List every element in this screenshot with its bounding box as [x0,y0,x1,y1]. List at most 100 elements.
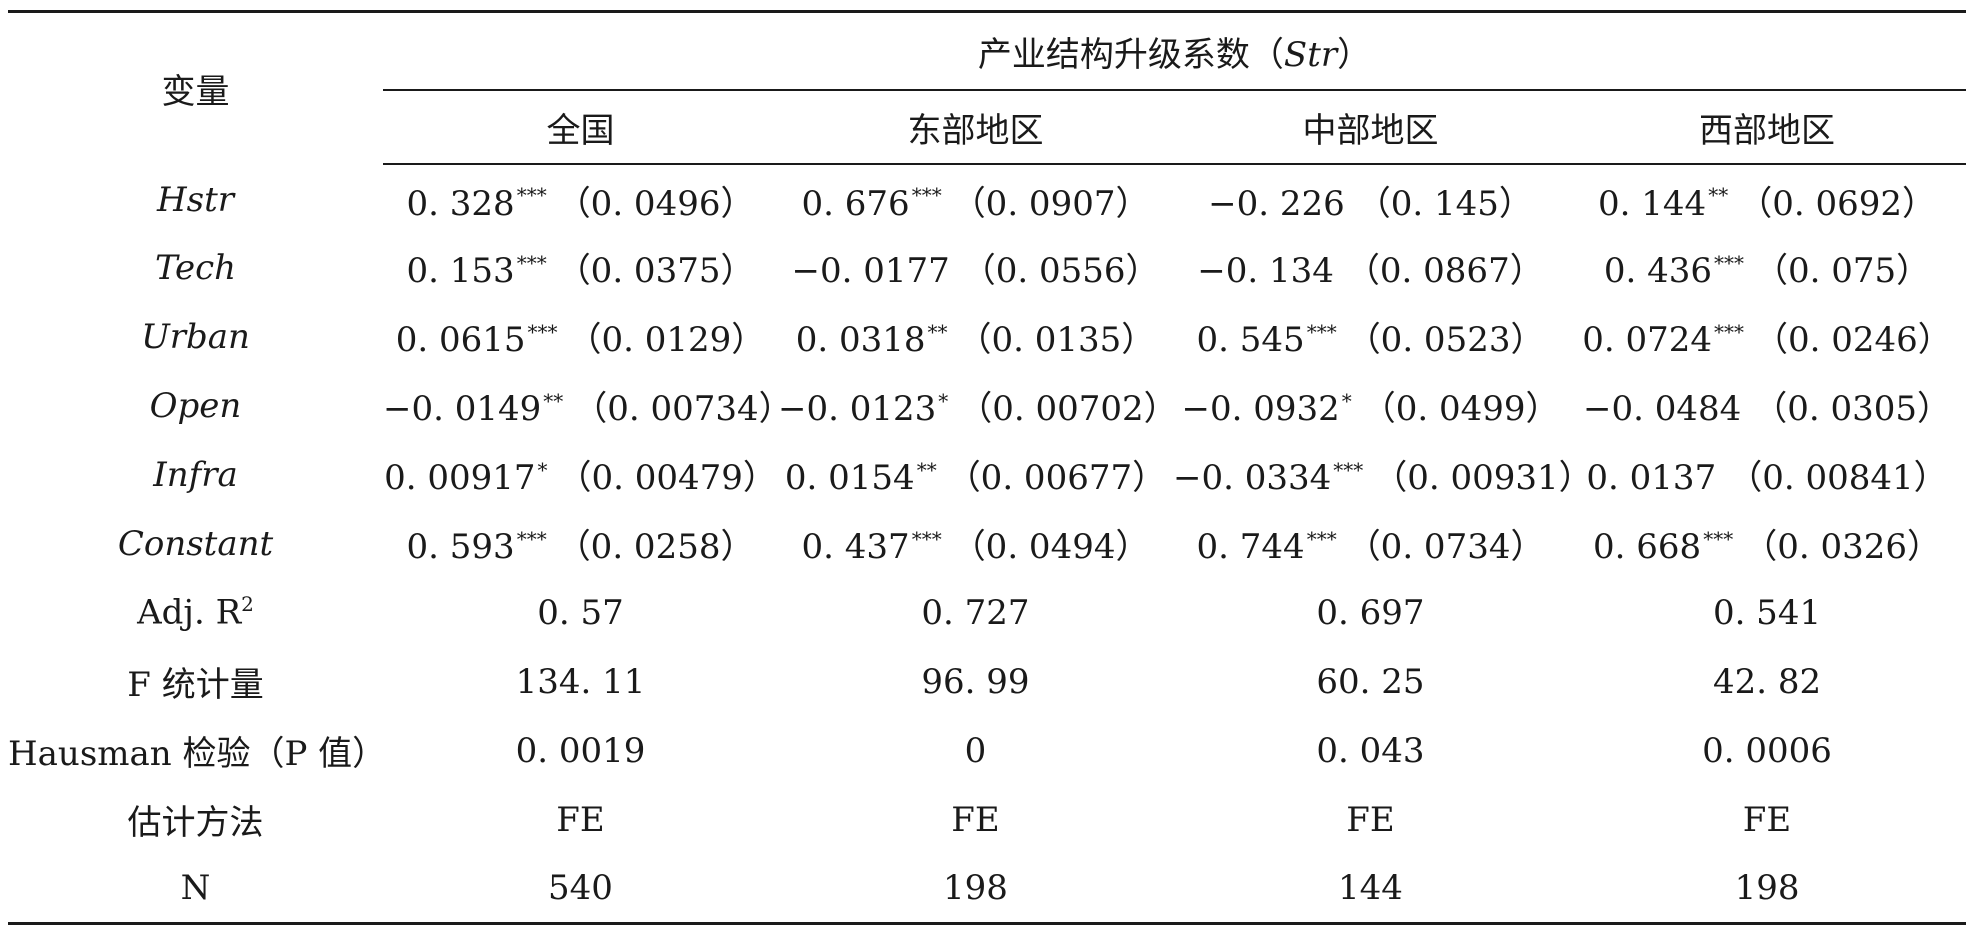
significance-stars: * [1341,388,1352,413]
table-cell: 0 [964,730,987,771]
table-cell: 0. 153 *** （0. 0375） [383,233,778,302]
coef-value: 0. 00917 [384,458,536,498]
standard-error: （0. 0129） [567,320,766,360]
table-cell: −0. 226 （0. 145） [1173,164,1568,233]
standard-error: （0. 0258） [556,527,755,567]
coef-value: 0. 436 [1603,251,1713,291]
standard-error: （0. 0375） [556,251,755,291]
table-cell: 42. 82 [1712,661,1822,702]
table-cell: 144 [1173,854,1568,925]
significance-stars: *** [1306,319,1337,344]
coef-value: 0. 0724 [1582,320,1713,360]
coef-value: 0. 144 [1598,183,1707,224]
table-cell: 0. 668 *** （0. 0326） [1568,509,1966,578]
column-header-national: 全国 [383,89,778,165]
table-row: Hstr 0. 328 *** （0. 0496） 0. 676 *** （0. 090… [8,164,1966,233]
coef-value: 0. 437 [801,527,910,567]
standard-error: （0. 00841） [1728,458,1948,498]
regression-table: 变量 产业结构升级系数（Str） 全国 东部地区 中部地区 西部地区 Hstr … [8,10,1967,925]
standard-error: （0. 0135） [957,320,1156,360]
table-cell: −0. 134 （0. 0867） [1173,233,1568,302]
coef-value: −0. 0177 [791,251,950,291]
coef-value: −0. 0149 [383,389,542,429]
significance-stars: *** [516,250,547,275]
standard-error: （0. 0907） [951,183,1150,224]
table-cell: 198 [778,854,1173,925]
stats-row-n: N 540 198 144 198 [8,854,1967,925]
stats-row-method: 估计方法 FE FE FE FE [8,785,1966,854]
table-row: Tech 0. 153 *** （0. 0375） −0. 0177 （0. 0556… [8,233,1966,302]
coef-value: −0. 0484 [1582,389,1742,429]
standard-error: （0. 0246） [1754,320,1952,360]
stats-row-f-stat: F 统计量 134. 11 96. 99 60. 25 42. 82 [8,647,1966,716]
coef-value: −0. 0334 [1173,458,1332,498]
table-cell: 0. 541 [1712,592,1822,633]
group-header-suffix: ） [1337,34,1372,75]
table-cell: FE [1346,799,1395,840]
significance-stars: *** [1333,457,1364,482]
coef-value: −0. 226 [1208,183,1345,224]
significance-stars: ** [916,457,937,482]
standard-error: （0. 0326） [1743,527,1941,567]
table-cell: FE [951,799,1000,840]
coef-value: 0. 744 [1196,527,1305,567]
table-cell: 0. 0724 *** （0. 0246） [1568,302,1966,371]
table-cell: 0. 00917 * （0. 00479） [383,440,778,509]
table-cell: 0. 328 *** （0. 0496） [383,164,778,233]
table-row: Urban 0. 0615 *** （0. 0129） 0. 0318 ** （0. 0… [8,302,1966,371]
standard-error: （0. 00931） [1373,458,1593,498]
table-body: Hstr 0. 328 *** （0. 0496） 0. 676 *** （0. 090… [8,164,1967,925]
coef-value: −0. 134 [1197,251,1334,291]
table-cell: −0. 0932 * （0. 0499） [1173,371,1568,440]
standard-error: （0. 0734） [1346,527,1545,567]
coef-value: −0. 0932 [1181,389,1340,429]
significance-stars: *** [1714,250,1745,275]
significance-stars: * [938,388,949,413]
standard-error: （0. 0494） [951,527,1150,567]
table-cell: 0. 0615 *** （0. 0129） [383,302,778,371]
coef-value: 0. 668 [1593,527,1702,567]
standard-error: （0. 0496） [556,183,755,224]
adj-r-label: Adj. R [137,592,242,633]
standard-error: （0. 00677） [946,458,1167,498]
significance-stars: ** [1708,183,1729,208]
row-label: Open [149,385,242,426]
coef-value: 0. 593 [406,527,515,567]
table-cell: 0. 744 *** （0. 0734） [1173,509,1568,578]
table-cell: FE [556,799,605,840]
table-cell: 0. 697 [1316,592,1425,633]
row-label: Hstr [156,179,234,220]
significance-stars: *** [911,183,942,208]
row-label: Constant [117,523,274,564]
standard-error: （0. 0692） [1738,183,1936,224]
header-row-columns: 全国 东部地区 中部地区 西部地区 [8,89,1967,165]
table-cell: 0. 0006 [1702,730,1832,771]
column-header-east: 东部地区 [778,89,1173,165]
table-cell: 0. 0154 ** （0. 00677） [778,440,1173,509]
coef-value: 0. 0137 [1586,458,1717,498]
standard-error: （0. 075） [1754,251,1931,291]
standard-error: （0. 0523） [1346,320,1545,360]
table-row: Constant 0. 593 *** （0. 0258） 0. 437 *** （0.… [8,509,1966,578]
significance-stars: *** [911,526,942,551]
coef-value: 0. 676 [801,183,910,224]
table-cell: 0. 043 [1316,730,1425,771]
row-label: Infra [153,454,238,495]
standard-error: （0. 145） [1356,183,1533,224]
coef-value: 0. 328 [406,183,515,224]
table-cell: 0. 545 *** （0. 0523） [1173,302,1568,371]
standard-error: （0. 00702） [958,389,1178,429]
table-cell: −0. 0177 （0. 0556） [778,233,1173,302]
row-label: Urban [141,316,250,357]
standard-error: （0. 00734） [573,389,793,429]
table-cell: 0. 436 *** （0. 075） [1568,233,1966,302]
table-cell: 96. 99 [921,661,1030,702]
table-cell: FE [1742,799,1792,840]
coef-value: 0. 0318 [795,320,926,360]
table-cell: 0. 676 *** （0. 0907） [778,164,1173,233]
table-cell: 0. 0137 （0. 00841） [1568,440,1966,509]
table-cell: 0. 593 *** （0. 0258） [383,509,778,578]
row-label: Adj. R2 [8,578,383,647]
header-row-group: 变量 产业结构升级系数（Str） [8,10,1967,164]
significance-stars: *** [527,319,558,344]
